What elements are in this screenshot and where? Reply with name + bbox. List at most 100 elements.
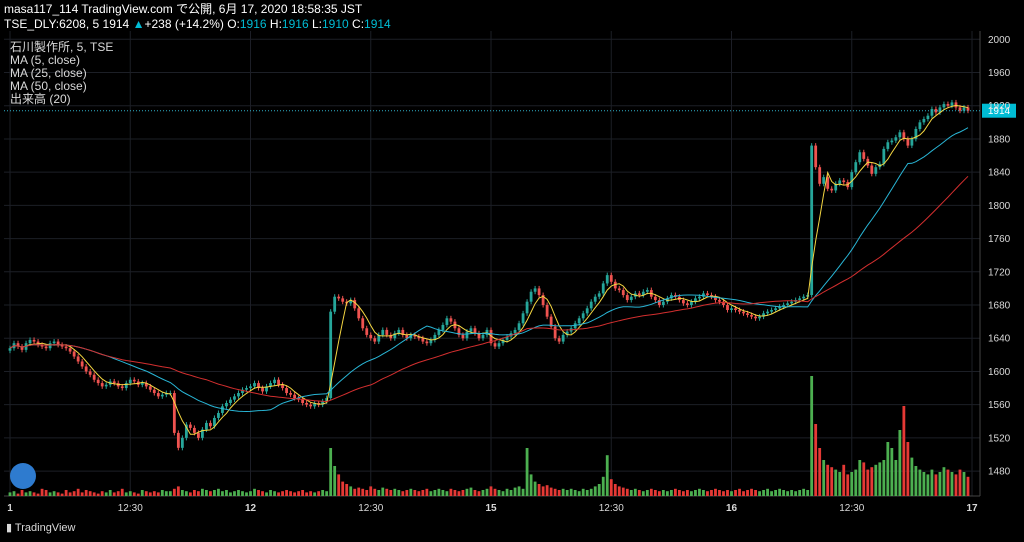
volume-bar bbox=[593, 486, 597, 496]
candle-body bbox=[249, 386, 252, 389]
volume-bar bbox=[257, 490, 260, 496]
candle-body bbox=[601, 283, 605, 294]
candle-body bbox=[561, 334, 565, 342]
volume-bar bbox=[441, 490, 445, 496]
candle-body bbox=[140, 383, 144, 385]
candle-body bbox=[589, 301, 593, 309]
candle-body bbox=[730, 308, 733, 310]
volume-bar bbox=[962, 472, 966, 496]
candle-body bbox=[176, 432, 180, 448]
volume-bar bbox=[569, 488, 573, 496]
candle-body bbox=[52, 341, 56, 344]
volume-bar bbox=[381, 487, 385, 496]
candle-body bbox=[862, 152, 866, 159]
candle-body bbox=[950, 102, 954, 106]
volume-bar bbox=[353, 488, 357, 496]
candle-body bbox=[942, 104, 946, 108]
candle-body bbox=[698, 296, 701, 299]
volume-bar bbox=[890, 448, 894, 496]
volume-bar bbox=[585, 490, 589, 496]
volume-bar bbox=[633, 488, 637, 496]
price-tick-label: 1560 bbox=[988, 400, 1011, 411]
candle-body bbox=[754, 316, 757, 319]
volume-bar bbox=[810, 376, 814, 496]
legend-series-name[interactable]: 石川製作所, 5, TSE bbox=[10, 40, 114, 54]
volume-bar bbox=[902, 406, 906, 496]
candle-body bbox=[810, 145, 814, 296]
volume-bar bbox=[822, 460, 826, 496]
volume-bar bbox=[393, 488, 397, 496]
volume-bar bbox=[56, 492, 60, 496]
legend-ma50[interactable]: MA (50, close) bbox=[10, 79, 87, 93]
volume-bar bbox=[918, 469, 922, 496]
volume-bar bbox=[409, 488, 413, 496]
volume-bar bbox=[120, 488, 124, 496]
candle-body bbox=[501, 339, 505, 344]
volume-bar bbox=[669, 490, 673, 496]
candle-body bbox=[72, 351, 76, 357]
candle-body bbox=[257, 383, 260, 389]
price-tick-label: 1720 bbox=[988, 267, 1011, 278]
candle-body bbox=[702, 293, 705, 297]
volume-bar bbox=[521, 488, 525, 496]
candle-body bbox=[449, 318, 453, 322]
candle-body bbox=[549, 316, 553, 327]
volume-bar bbox=[942, 467, 946, 496]
volume-bar bbox=[64, 490, 68, 496]
candle-body bbox=[44, 346, 48, 349]
volume-bar bbox=[313, 492, 317, 496]
candle-body bbox=[605, 275, 609, 284]
volume-bar bbox=[229, 492, 232, 496]
open-value: 1916 bbox=[239, 17, 267, 31]
volume-bar bbox=[938, 472, 942, 496]
volume-bar bbox=[385, 488, 389, 496]
legend-ma5[interactable]: MA (5, close) bbox=[10, 53, 81, 67]
volume-bar bbox=[373, 488, 377, 496]
volume-bar bbox=[417, 491, 421, 496]
candle-body bbox=[545, 305, 549, 317]
volume-bar bbox=[629, 490, 633, 496]
close-label: C: bbox=[352, 17, 365, 31]
volume-bar bbox=[293, 492, 296, 496]
volume-bar bbox=[746, 490, 749, 496]
time-tick-label: 1 bbox=[7, 503, 13, 514]
candle-body bbox=[834, 183, 838, 191]
price-tick-label: 2000 bbox=[988, 35, 1011, 46]
candle-body bbox=[221, 406, 224, 413]
volume-bar bbox=[814, 424, 818, 496]
legend-ma25[interactable]: MA (25, close) bbox=[10, 66, 87, 80]
candle-body bbox=[413, 334, 417, 337]
volume-bar bbox=[325, 491, 329, 496]
candle-body bbox=[838, 180, 842, 184]
tradingview-logo-icon[interactable] bbox=[10, 463, 36, 489]
volume-bar bbox=[28, 491, 32, 496]
volume-bar bbox=[297, 491, 301, 496]
volume-bar bbox=[261, 491, 264, 496]
volume-bar bbox=[625, 488, 629, 496]
volume-bar bbox=[172, 488, 176, 496]
volume-bar bbox=[84, 490, 88, 496]
volume-bar bbox=[617, 486, 621, 496]
legend-volume[interactable]: 出来高 (20) bbox=[10, 92, 71, 106]
candle-body bbox=[265, 386, 268, 392]
volume-bar bbox=[201, 488, 204, 496]
high-label: H: bbox=[269, 17, 282, 31]
candle-body bbox=[333, 296, 337, 312]
volume-bar bbox=[433, 490, 437, 496]
candle-body bbox=[156, 393, 160, 397]
volume-bars bbox=[8, 376, 970, 496]
candle-body bbox=[726, 305, 729, 310]
volume-bar bbox=[613, 484, 617, 496]
volume-bar bbox=[209, 491, 212, 496]
last-price-tag bbox=[982, 103, 1016, 118]
candle-body bbox=[858, 152, 862, 163]
candle-body bbox=[128, 379, 132, 384]
candle-body bbox=[798, 298, 802, 301]
candle-body bbox=[188, 424, 192, 428]
candle-body bbox=[261, 388, 264, 392]
candle-body bbox=[930, 109, 934, 116]
candle-body bbox=[321, 401, 325, 405]
indicator-legend: 石川製作所, 5, TSE MA (5, close) MA (25, clos… bbox=[10, 41, 113, 106]
volume-bar bbox=[537, 484, 541, 496]
